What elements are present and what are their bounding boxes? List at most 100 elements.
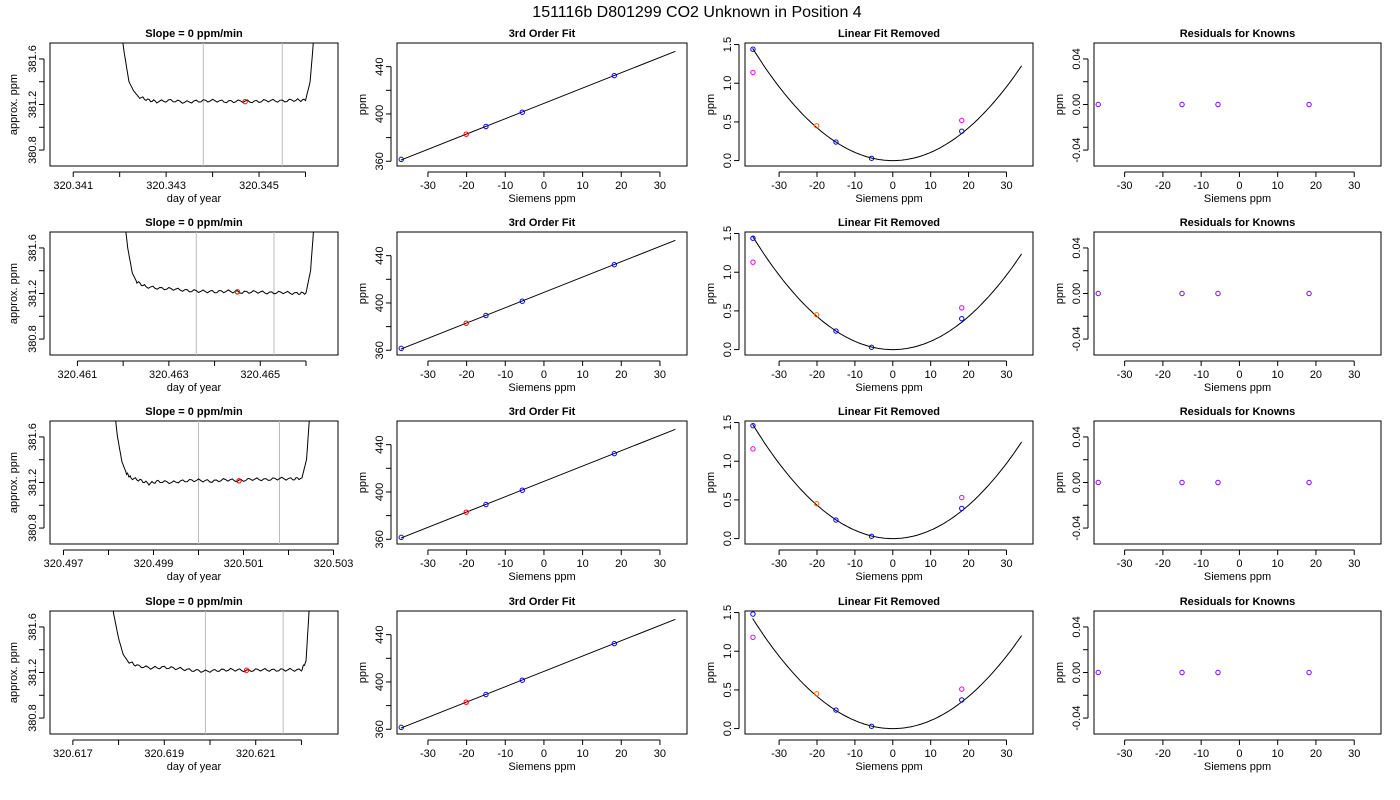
x-tick-label: 30: [1348, 180, 1360, 192]
y-axis-label: ppm: [357, 283, 369, 304]
x-tick-label: 30: [654, 748, 666, 760]
plot-frame: [1093, 610, 1382, 735]
x-axis-label: Siemens ppm: [1204, 193, 1271, 205]
y-tick-label: 380.8: [27, 704, 39, 732]
x-tick-label: -30: [1117, 369, 1133, 381]
y-tick-label: 381.2: [27, 91, 39, 119]
plot-area: [112, 611, 310, 734]
x-tick-label: -30: [771, 369, 787, 381]
plot-frame: [396, 42, 688, 167]
data-point-known: [611, 72, 618, 79]
y-tick-label: 0.04: [1071, 48, 1083, 69]
data-point-residual: [1095, 290, 1101, 297]
data-point-fit-known: [813, 501, 820, 507]
x-tick-label: 20: [962, 558, 974, 570]
data-point-fit-point: [463, 131, 469, 137]
x-tick-label: 320.619: [144, 748, 184, 760]
data-point-known: [750, 611, 756, 617]
data-point-residual: [1306, 101, 1312, 108]
mean-point: [242, 98, 248, 105]
x-tick-label: 10: [1272, 369, 1284, 381]
data-point-known: [833, 707, 839, 713]
y-tick-label: 440: [374, 246, 386, 264]
plot-area: [1095, 479, 1312, 486]
fit-line: [400, 50, 676, 161]
x-tick-label: 30: [1348, 369, 1360, 381]
x-tick-label: -10: [1193, 558, 1209, 570]
x-tick-label: -30: [771, 180, 787, 192]
data-point-known: [519, 487, 525, 493]
data-point-known: [959, 697, 965, 703]
panel-r1-c1: Slope = 0 ppm/min 320.341 320.343 320.345 da…: [8, 28, 339, 205]
y-axis-label: ppm: [1054, 472, 1066, 493]
x-tick-label: -10: [1193, 369, 1209, 381]
x-tick-label: 0: [541, 558, 547, 570]
panel-r2-c1: Slope = 0 ppm/min 320.461 320.463 320.465 da…: [8, 217, 339, 394]
x-tick-label: 10: [576, 748, 588, 760]
data-point-known: [868, 344, 875, 350]
x-tick-label: 320.497: [44, 558, 84, 570]
x-tick-label: -30: [420, 558, 436, 570]
y-tick-label: 380.8: [27, 325, 39, 353]
y-axis-label: approx. ppm: [8, 452, 20, 513]
x-tick-label: -10: [497, 369, 513, 381]
data-point-residual: [1215, 669, 1221, 676]
data-point-residual: [1215, 479, 1221, 486]
data-point-known: [398, 156, 404, 163]
x-tick-label: 0: [890, 558, 896, 570]
y-tick-label: 380.8: [27, 514, 39, 542]
x-tick-label: 320.341: [53, 180, 93, 192]
y-axis-label: ppm: [705, 662, 717, 683]
panel-title: Residuals for Knowns: [1180, 596, 1296, 608]
panel-title: 3rd Order Fit: [509, 28, 576, 40]
data-point-residual: [1306, 669, 1312, 676]
data-point-fit-point: [463, 699, 469, 705]
x-tick-label: -20: [459, 369, 475, 381]
x-tick-label: 30: [654, 558, 666, 570]
x-tick-label: 0: [1236, 369, 1242, 381]
x-tick-label: 20: [1310, 748, 1322, 760]
x-tick-label: -30: [420, 369, 436, 381]
panel-title: 3rd Order Fit: [509, 596, 576, 608]
data-point-known: [833, 328, 839, 334]
data-point-known: [868, 155, 875, 161]
x-tick-label: 30: [1000, 748, 1012, 760]
x-tick-label: 10: [925, 748, 937, 760]
y-tick-label: 381.2: [27, 659, 39, 687]
data-point-residual-uncorrected: [750, 446, 756, 452]
x-axis-label: day of year: [167, 193, 222, 205]
y-tick-label: 381.2: [27, 280, 39, 308]
panel-r4-c3: Linear Fit Removed -30 -20 -10 0 10 20 30 Siemen…: [705, 596, 1034, 773]
plot-area: [750, 422, 1023, 540]
x-tick-label: 30: [654, 369, 666, 381]
data-point-known: [833, 517, 839, 523]
panel-title: 3rd Order Fit: [509, 406, 576, 418]
data-point-known: [750, 46, 756, 52]
y-tick-label: 0.00: [1071, 472, 1083, 493]
y-tick-label: 381.6: [27, 423, 39, 451]
data-point-residual-uncorrected: [959, 686, 965, 692]
x-tick-label: 0: [541, 369, 547, 381]
y-tick-label: 0.00: [1071, 283, 1083, 304]
data-point-known: [959, 128, 965, 134]
y-axis-label: ppm: [1054, 94, 1066, 115]
plot-area: [750, 611, 1023, 730]
x-tick-label: 320.345: [239, 180, 279, 192]
y-axis-label: ppm: [705, 283, 717, 304]
x-tick-label: -20: [1155, 558, 1171, 570]
data-point-known: [868, 723, 875, 729]
data-point-fit-known: [813, 123, 820, 129]
data-point-known: [611, 640, 618, 647]
y-tick-label: 0.5: [722, 303, 734, 318]
x-axis-label: day of year: [167, 761, 222, 773]
panel-title: 3rd Order Fit: [509, 217, 576, 229]
y-tick-label: 0.5: [722, 682, 734, 697]
y-tick-label: -0.04: [1071, 327, 1083, 352]
x-axis-label: Siemens ppm: [855, 193, 922, 205]
y-axis-label: ppm: [357, 472, 369, 493]
y-tick-label: 0.04: [1071, 616, 1083, 637]
fit-curve: [752, 236, 1023, 351]
data-point-residual-uncorrected: [959, 305, 965, 311]
panel-r1-c3: Linear Fit Removed -30 -20 -10 0 10 20 30 Siemen…: [705, 28, 1034, 205]
plot-frame: [396, 231, 688, 356]
